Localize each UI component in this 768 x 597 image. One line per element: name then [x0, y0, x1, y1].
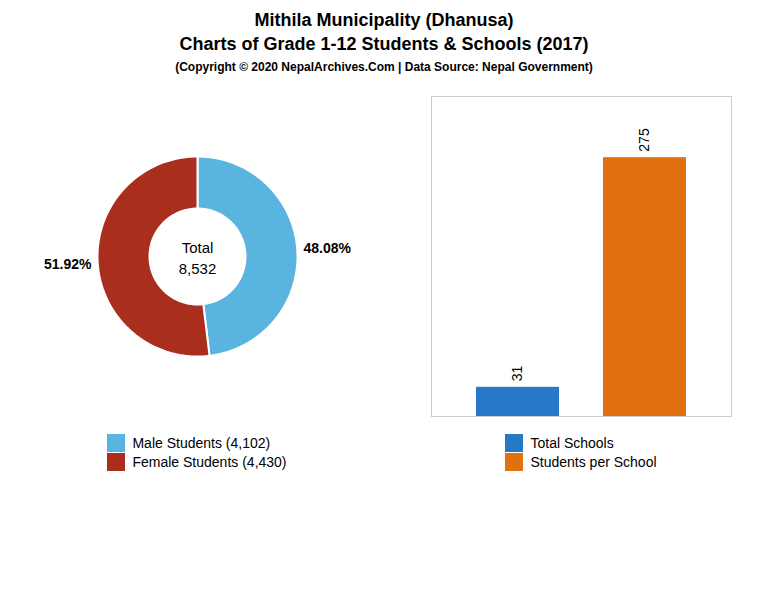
svg-text:275: 275	[636, 128, 652, 152]
svg-text:31: 31	[509, 366, 525, 382]
svg-text:Total8,532: Total8,532	[179, 239, 217, 277]
html-text:Mithila Municipality (Dhanusa): Mithila Municipality (Dhanusa)	[254, 10, 514, 30]
html-text:(Copyright © 2020 NepalArchive: (Copyright © 2020 NepalArchives.Com | Da…	[175, 60, 593, 74]
html-text:Female Students (4,430): Female Students (4,430)	[132, 454, 287, 470]
svg-text:51.92%: 51.92%	[44, 256, 92, 272]
html-text:Students per School: Students per School	[530, 454, 657, 470]
html-text:Male Students (4,102): Male Students (4,102)	[132, 435, 271, 451]
svg-text:48.08%: 48.08%	[304, 240, 352, 256]
html-text:Charts of Grade 1-12 Students: Charts of Grade 1-12 Students & Schools …	[179, 34, 589, 54]
html-text:Total Schools: Total Schools	[530, 435, 614, 451]
